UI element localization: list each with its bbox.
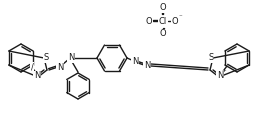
Text: N: N [144,61,150,70]
Text: N: N [57,63,63,71]
Text: O: O [172,17,178,25]
Text: Cl: Cl [159,17,167,25]
Text: /: / [30,63,33,71]
Text: S: S [208,54,214,63]
Text: ⁻: ⁻ [178,14,182,20]
Text: S: S [43,54,48,63]
Text: O: O [160,29,166,39]
Text: N: N [68,54,74,63]
Text: N: N [217,70,223,80]
Text: O: O [146,17,152,25]
Text: +: + [222,69,226,74]
Text: N: N [132,58,138,66]
Text: O: O [160,3,166,13]
Text: N: N [34,71,40,80]
